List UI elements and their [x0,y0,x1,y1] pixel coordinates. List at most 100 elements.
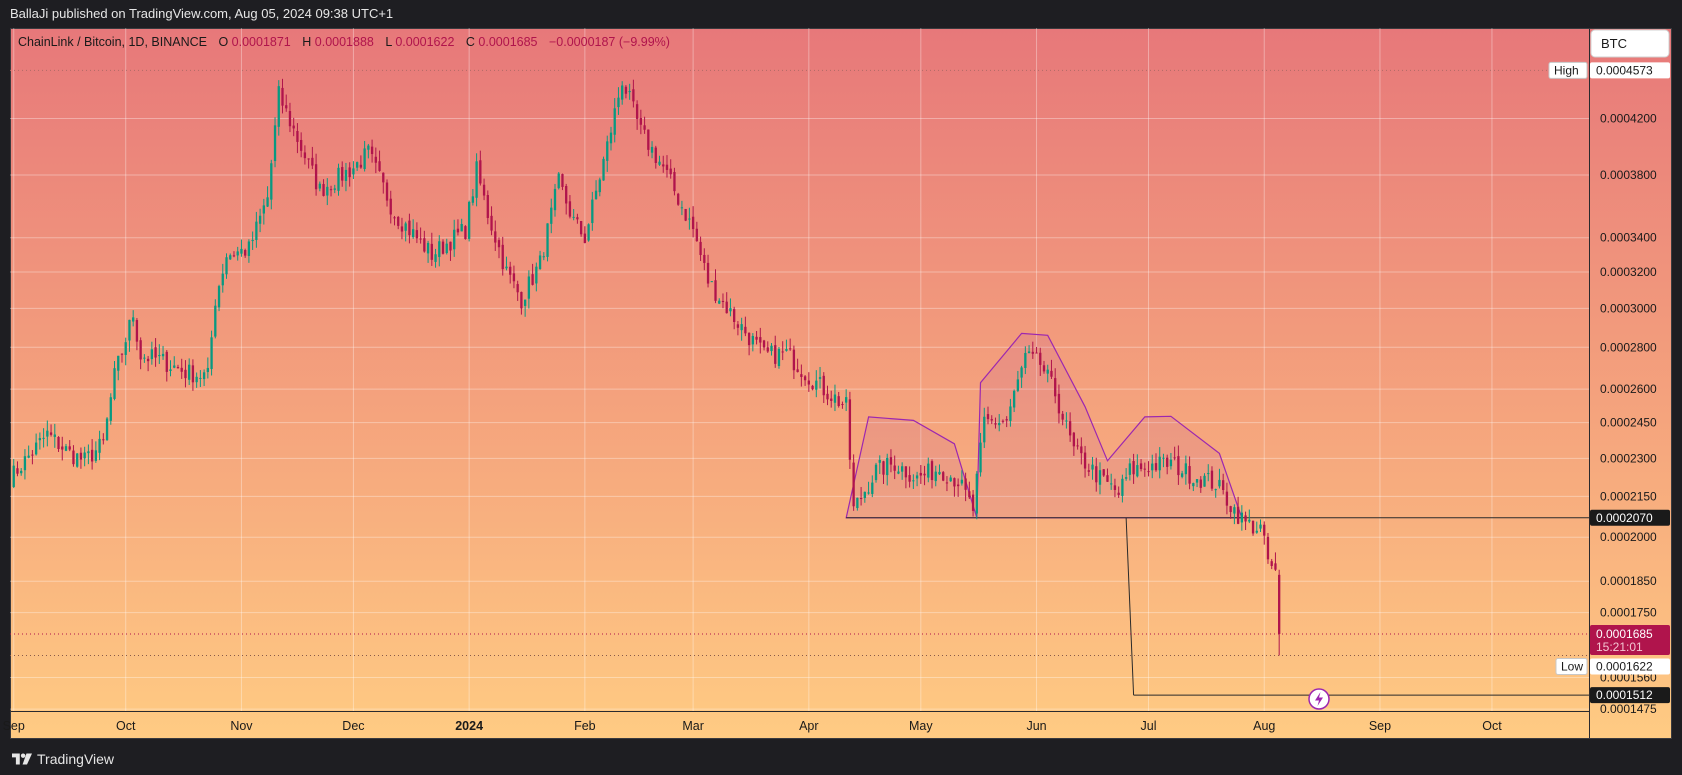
pattern-outline [845,332,1243,519]
candle [169,360,172,377]
candle [744,316,747,337]
candle-body [1035,352,1038,354]
candle [848,391,852,469]
candle [557,171,560,190]
candle [677,192,680,206]
candle-body [673,172,676,192]
candle-body [811,385,814,390]
candle [606,135,609,172]
candle-body [818,377,822,379]
candle [680,200,684,216]
candle-body [803,376,807,381]
candle [897,465,900,475]
candle-body [23,456,27,471]
candle-body [1210,470,1214,489]
candle [565,183,568,215]
candle [915,471,919,487]
candle-body [1192,483,1195,487]
candle-body [1132,461,1135,475]
candle-body [132,317,135,322]
candle-body [165,351,168,372]
plot-frame [10,28,1672,739]
candle-body [329,189,333,191]
legend-high-value: 0.0001888 [315,35,374,49]
candle-body [42,437,45,439]
candle [303,145,307,165]
candle [1121,474,1124,503]
candle-body [490,215,493,231]
candle-body [397,216,400,226]
alert-marker[interactable] [1308,688,1330,710]
candle-body [258,215,262,224]
candle [1188,456,1191,490]
candle [900,462,904,480]
candle-body [643,125,646,130]
candle [789,338,792,351]
candle [79,447,83,469]
candle [841,401,844,409]
candle-body [1113,485,1117,490]
candle [382,172,385,194]
candle-body [576,217,579,220]
candle [210,330,213,376]
candle-body [247,241,251,256]
candle [397,215,400,230]
candle-body [971,494,975,511]
candle-body [568,201,572,217]
candle [863,491,866,503]
candle [747,332,751,356]
candle-body [296,130,299,142]
candle [710,281,713,283]
legend-close-value: 0.0001685 [478,35,537,49]
candle-body [419,238,422,240]
candle-body [31,454,34,456]
candle-body [1091,464,1094,470]
candle [1113,478,1117,498]
candle-body [792,349,796,371]
candle [438,235,441,267]
candle-body [523,299,527,306]
time-axis: Sep Oct Nov Dec 2024 Feb Mar Apr May Jun Jul Aug Sep… [3,719,1503,733]
candle [1009,398,1012,427]
candle-body [1166,457,1169,467]
lightning-icon [1315,692,1323,706]
candle-body [236,251,239,256]
candle [270,159,273,210]
candle-body [960,479,964,484]
candle-body [904,466,908,478]
currency-button[interactable]: BTC [1590,29,1670,58]
candle [695,221,699,242]
candle [12,458,15,489]
candle-body [102,439,105,441]
candle [475,153,478,207]
y-tick-label: 0.0004200 [1600,111,1657,125]
candle [822,372,825,404]
candle-body [270,163,273,200]
candle-body [1207,473,1210,475]
candle-body [1024,352,1027,368]
candle-body [632,89,635,102]
candle-body [408,220,411,236]
candle [1222,473,1225,495]
candle [893,455,896,480]
candle [654,145,657,169]
high-price-label-bg [1590,62,1670,79]
candle [202,369,206,387]
footer: TradingView [0,743,1682,775]
candle [57,436,60,452]
candle [314,153,318,196]
candle-body [923,473,926,476]
candle [956,478,960,497]
candle-body [848,399,852,460]
candle-body [512,273,516,282]
candle-body [467,201,471,239]
candle-body [837,396,840,406]
y-tick-label: 0.0002600 [1600,382,1657,396]
candle-body [359,164,363,168]
candle [34,433,38,456]
candle [598,177,601,197]
tradingview-brand[interactable]: TradingView [12,751,114,767]
candle-body [889,457,893,465]
price-chart[interactable]: 0.0004200 0.0003800 0.0003400 0.0003200 0.00… [0,0,1682,743]
candle [1136,454,1139,478]
